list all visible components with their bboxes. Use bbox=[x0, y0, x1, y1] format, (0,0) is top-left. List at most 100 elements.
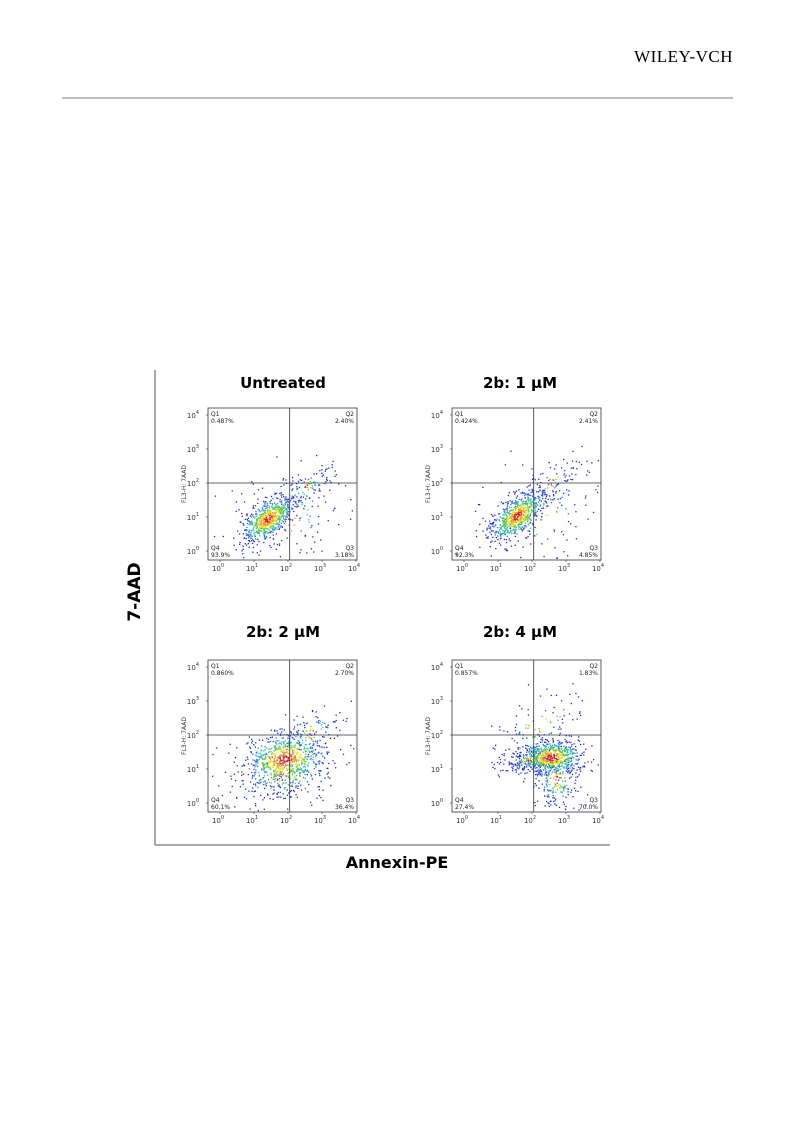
event-dot bbox=[288, 792, 290, 794]
event-dot bbox=[544, 767, 546, 769]
event-dot bbox=[511, 513, 513, 515]
event-dot bbox=[479, 546, 481, 548]
event-dot bbox=[502, 502, 505, 504]
event-dot bbox=[521, 510, 524, 512]
event-dot bbox=[291, 748, 293, 750]
event-dot bbox=[490, 555, 492, 557]
event-dot bbox=[502, 514, 504, 516]
event-dot bbox=[296, 742, 298, 744]
event-dot bbox=[248, 539, 250, 542]
event-dot bbox=[307, 747, 309, 750]
event-dot bbox=[280, 515, 282, 517]
event-dot bbox=[534, 505, 536, 507]
event-dot bbox=[272, 778, 274, 780]
event-dot bbox=[311, 710, 314, 713]
event-dot bbox=[297, 759, 299, 761]
event-dot bbox=[295, 785, 297, 787]
event-dot bbox=[518, 705, 521, 707]
event-dot bbox=[544, 746, 547, 748]
event-dot bbox=[547, 757, 550, 759]
event-dot bbox=[284, 756, 286, 758]
event-dot bbox=[567, 754, 570, 756]
event-dot bbox=[288, 514, 290, 516]
event-dot bbox=[272, 761, 274, 763]
event-dot bbox=[246, 530, 248, 532]
event-dot bbox=[571, 773, 574, 776]
event-dot bbox=[253, 790, 255, 793]
event-dot bbox=[514, 535, 516, 538]
event-dot bbox=[274, 512, 276, 514]
event-dot bbox=[297, 767, 299, 769]
event-dot bbox=[296, 742, 299, 744]
event-dot bbox=[296, 753, 298, 756]
event-dot bbox=[269, 545, 271, 547]
event-dot bbox=[290, 747, 292, 749]
event-dot bbox=[253, 744, 255, 746]
event-dot bbox=[233, 544, 235, 546]
event-dot bbox=[555, 791, 557, 793]
event-dot bbox=[553, 529, 555, 531]
event-dot bbox=[278, 757, 280, 759]
event-dot bbox=[543, 790, 545, 792]
event-dot bbox=[517, 764, 519, 767]
event-dot bbox=[296, 796, 299, 798]
event-dot bbox=[311, 500, 314, 502]
event-dot bbox=[534, 479, 536, 481]
event-dot bbox=[527, 727, 529, 729]
event-dot bbox=[271, 786, 273, 788]
event-dot bbox=[258, 756, 261, 758]
event-dot bbox=[514, 524, 516, 527]
event-dot bbox=[558, 752, 561, 754]
event-dot bbox=[538, 768, 540, 770]
event-dot bbox=[505, 541, 508, 544]
event-dot bbox=[269, 740, 272, 743]
event-dot bbox=[316, 797, 318, 799]
event-dot bbox=[277, 791, 279, 794]
event-dot bbox=[570, 764, 572, 766]
event-dot bbox=[548, 759, 550, 761]
event-dot bbox=[510, 525, 512, 528]
event-dot bbox=[276, 740, 278, 742]
event-dot bbox=[306, 722, 308, 724]
event-dot bbox=[541, 762, 543, 764]
event-dot bbox=[590, 769, 592, 772]
y-tick-label: 103 bbox=[431, 444, 443, 454]
event-dot bbox=[252, 774, 254, 777]
event-dot bbox=[524, 525, 527, 527]
event-dot bbox=[254, 517, 256, 519]
event-dot bbox=[300, 784, 302, 786]
event-dot bbox=[329, 737, 332, 739]
event-dot bbox=[234, 780, 237, 782]
event-dot bbox=[291, 495, 293, 497]
event-dot bbox=[329, 480, 331, 482]
event-dot bbox=[543, 754, 545, 757]
x-tick-label: 101 bbox=[490, 563, 502, 573]
event-dot bbox=[279, 742, 281, 744]
event-dot bbox=[518, 760, 521, 762]
event-dot bbox=[278, 509, 280, 511]
event-dot bbox=[297, 753, 299, 755]
event-dot bbox=[269, 520, 272, 522]
event-dot bbox=[559, 760, 561, 762]
event-dot bbox=[297, 751, 299, 754]
event-dot bbox=[568, 494, 570, 496]
event-dot bbox=[528, 763, 530, 766]
event-dot bbox=[264, 755, 266, 757]
event-dot bbox=[324, 470, 326, 472]
event-dot bbox=[272, 508, 274, 511]
event-dot bbox=[503, 520, 505, 522]
event-dot bbox=[284, 503, 286, 505]
event-dot bbox=[497, 774, 500, 776]
event-dot bbox=[260, 523, 262, 525]
event-dot bbox=[246, 743, 248, 745]
event-dot bbox=[251, 522, 253, 524]
event-dot bbox=[289, 766, 291, 768]
event-dot bbox=[544, 755, 547, 757]
event-dot bbox=[544, 760, 546, 762]
event-dot bbox=[493, 763, 495, 766]
event-dot bbox=[293, 510, 295, 513]
event-dot bbox=[510, 509, 513, 511]
event-dot bbox=[543, 757, 546, 759]
event-dot bbox=[552, 791, 555, 793]
event-dot bbox=[563, 766, 565, 768]
